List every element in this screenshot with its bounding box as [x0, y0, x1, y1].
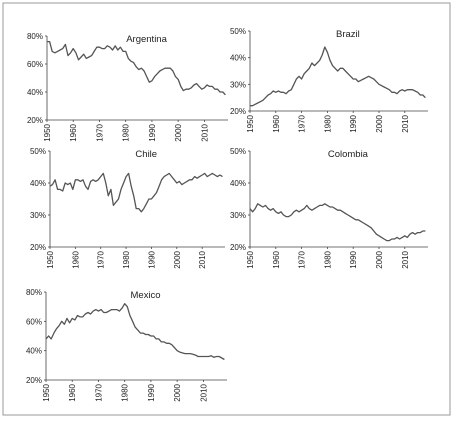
x-tick-label: 1950	[46, 250, 55, 268]
panel-title: Argentina	[126, 34, 167, 45]
y-tick-label: 30%	[230, 80, 246, 89]
x-tick-label: 1950	[246, 250, 255, 268]
x-tick-label: 1990	[148, 123, 157, 141]
series-line	[45, 303, 225, 361]
y-tick-label: 40%	[30, 179, 46, 188]
y-tick-label: 20%	[26, 376, 42, 385]
x-tick-label: 2010	[401, 114, 410, 132]
y-tick-label: 20%	[230, 243, 246, 252]
x-tick-label: 1980	[121, 383, 130, 401]
x-tick-label: 1980	[323, 114, 332, 132]
y-tick-label: 80%	[26, 288, 42, 297]
y-tick-label: 50%	[230, 147, 246, 156]
x-tick-label: 1950	[246, 114, 255, 132]
x-tick-label: 1990	[147, 250, 156, 268]
x-tick-label: 1980	[323, 250, 332, 268]
x-tick-label: 1950	[43, 123, 52, 141]
y-tick-label: 20%	[230, 107, 246, 116]
x-tick-label: 1970	[97, 250, 106, 268]
x-tick-label: 1950	[42, 383, 51, 401]
x-tick-label: 1960	[272, 250, 281, 268]
series-line	[49, 172, 223, 213]
x-tick-label: 1990	[349, 250, 358, 268]
y-tick-label: 60%	[27, 60, 43, 69]
x-tick-label: 2010	[199, 383, 208, 401]
series-line	[249, 203, 426, 242]
x-tick-label: 1980	[122, 250, 131, 268]
panel-title: Brazil	[336, 29, 360, 40]
x-tick-label: 2000	[174, 123, 183, 141]
y-tick-label: 30%	[230, 211, 246, 220]
x-tick-label: 1960	[272, 114, 281, 132]
y-tick-label: 50%	[230, 27, 246, 36]
y-tick-label: 50%	[30, 147, 46, 156]
x-tick-label: 1980	[122, 123, 131, 141]
x-tick-label: 2010	[198, 250, 207, 268]
x-tick-label: 2010	[401, 250, 410, 268]
x-tick-label: 2010	[200, 123, 209, 141]
y-tick-label: 40%	[27, 88, 43, 97]
x-tick-label: 1970	[94, 383, 103, 401]
x-tick-label: 1970	[298, 114, 307, 132]
y-tick-label: 40%	[230, 179, 246, 188]
panel-title: Colombia	[328, 149, 369, 160]
x-tick-label: 1960	[68, 383, 77, 401]
x-tick-label: 2000	[375, 250, 384, 268]
x-tick-label: 1970	[95, 123, 104, 141]
x-tick-label: 2000	[173, 250, 182, 268]
x-tick-label: 2000	[375, 114, 384, 132]
series-line	[47, 40, 226, 96]
y-tick-label: 20%	[27, 116, 43, 125]
x-tick-label: 1990	[147, 383, 156, 401]
y-tick-label: 80%	[27, 32, 43, 41]
x-tick-label: 1960	[71, 250, 80, 268]
x-tick-label: 1970	[298, 250, 307, 268]
y-tick-label: 40%	[230, 54, 246, 63]
y-tick-label: 40%	[26, 347, 42, 356]
y-tick-label: 20%	[30, 243, 46, 252]
figure-border	[2, 2, 451, 416]
y-tick-label: 60%	[26, 317, 42, 326]
panel-title: Chile	[135, 149, 157, 160]
series-line	[250, 46, 426, 107]
y-tick-label: 30%	[30, 211, 46, 220]
x-tick-label: 1960	[69, 123, 78, 141]
x-tick-label: 1990	[349, 114, 358, 132]
x-tick-label: 2000	[173, 383, 182, 401]
panel-title: Mexico	[131, 290, 161, 301]
